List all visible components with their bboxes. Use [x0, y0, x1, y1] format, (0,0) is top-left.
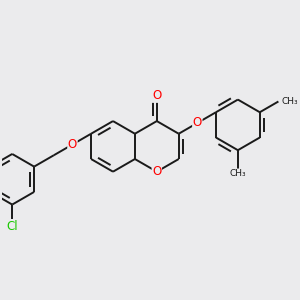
Text: O: O — [152, 89, 161, 102]
Text: CH₃: CH₃ — [281, 97, 298, 106]
Text: O: O — [68, 138, 77, 151]
Text: O: O — [193, 116, 202, 130]
Text: O: O — [152, 165, 161, 178]
Text: Cl: Cl — [6, 220, 18, 232]
Text: CH₃: CH₃ — [230, 169, 246, 178]
